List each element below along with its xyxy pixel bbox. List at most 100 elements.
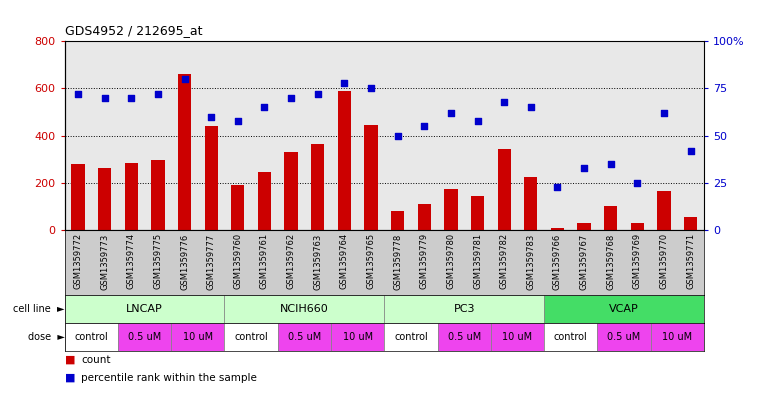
Text: GSM1359775: GSM1359775 <box>154 233 162 289</box>
Text: 0.5 uM: 0.5 uM <box>288 332 321 342</box>
Point <box>471 118 484 124</box>
Bar <box>498 149 511 230</box>
Bar <box>125 163 138 230</box>
Text: 10 uM: 10 uM <box>662 332 693 342</box>
Bar <box>631 223 644 230</box>
Text: control: control <box>234 332 268 342</box>
Text: GSM1359766: GSM1359766 <box>553 233 562 290</box>
Text: GSM1359765: GSM1359765 <box>367 233 375 289</box>
Point <box>98 95 111 101</box>
Point <box>578 165 590 171</box>
Bar <box>311 144 324 230</box>
Text: 0.5 uM: 0.5 uM <box>447 332 481 342</box>
Bar <box>65 295 224 323</box>
Text: NCIH660: NCIH660 <box>280 304 329 314</box>
Text: GSM1359770: GSM1359770 <box>660 233 668 289</box>
Bar <box>544 323 597 351</box>
Text: 0.5 uM: 0.5 uM <box>128 332 161 342</box>
Text: 10 uM: 10 uM <box>502 332 533 342</box>
Text: GSM1359761: GSM1359761 <box>260 233 269 289</box>
Bar <box>604 206 617 230</box>
Bar <box>224 295 384 323</box>
Bar <box>338 91 351 230</box>
Bar <box>224 323 278 351</box>
Text: GSM1359762: GSM1359762 <box>287 233 295 289</box>
Text: control: control <box>75 332 108 342</box>
Bar <box>258 172 271 230</box>
Text: GSM1359763: GSM1359763 <box>314 233 322 290</box>
Point <box>419 123 431 129</box>
Point <box>125 95 137 101</box>
Bar <box>151 160 164 230</box>
Bar <box>278 323 331 351</box>
Point <box>338 80 350 86</box>
Bar <box>65 323 118 351</box>
Text: LNCAP: LNCAP <box>126 304 163 314</box>
Bar <box>438 323 491 351</box>
Text: GSM1359769: GSM1359769 <box>633 233 642 289</box>
Text: GSM1359778: GSM1359778 <box>393 233 402 290</box>
Point <box>231 118 244 124</box>
Text: cell line  ►: cell line ► <box>13 304 65 314</box>
Text: GSM1359768: GSM1359768 <box>607 233 615 290</box>
Text: GSM1359779: GSM1359779 <box>420 233 428 289</box>
Bar <box>471 196 484 230</box>
Bar <box>491 323 544 351</box>
Bar <box>171 323 224 351</box>
Text: GSM1359773: GSM1359773 <box>100 233 109 290</box>
Bar <box>391 211 404 230</box>
Text: GSM1359781: GSM1359781 <box>473 233 482 289</box>
Point <box>285 95 297 101</box>
Point <box>151 91 164 97</box>
Text: GSM1359774: GSM1359774 <box>127 233 135 289</box>
Text: GSM1359783: GSM1359783 <box>527 233 535 290</box>
Bar <box>658 191 670 230</box>
Point <box>551 184 563 190</box>
Text: GSM1359777: GSM1359777 <box>207 233 215 290</box>
Bar <box>331 323 384 351</box>
Point <box>631 180 643 186</box>
Point <box>258 104 271 110</box>
Text: GSM1359760: GSM1359760 <box>234 233 242 289</box>
Bar <box>285 152 298 230</box>
Point <box>391 132 403 139</box>
Bar <box>684 217 697 230</box>
Point <box>604 161 616 167</box>
Point <box>444 110 457 116</box>
Point <box>498 99 510 105</box>
Bar <box>118 323 171 351</box>
Text: dose  ►: dose ► <box>28 332 65 342</box>
Point <box>524 104 537 110</box>
Bar <box>365 125 377 230</box>
Bar <box>544 295 704 323</box>
Text: VCAP: VCAP <box>609 304 639 314</box>
Bar <box>551 228 564 230</box>
Text: count: count <box>81 355 111 365</box>
Point <box>312 91 324 97</box>
Text: GDS4952 / 212695_at: GDS4952 / 212695_at <box>65 24 202 37</box>
Text: GSM1359764: GSM1359764 <box>340 233 349 289</box>
Bar <box>231 185 244 230</box>
Bar <box>205 126 218 230</box>
Text: GSM1359772: GSM1359772 <box>74 233 82 289</box>
Bar <box>98 167 111 230</box>
Point <box>684 148 696 154</box>
Bar <box>444 189 457 230</box>
Point <box>72 91 84 97</box>
Text: GSM1359767: GSM1359767 <box>580 233 588 290</box>
Point <box>658 110 670 116</box>
Text: 10 uM: 10 uM <box>183 332 213 342</box>
Bar <box>178 74 191 230</box>
Bar <box>578 223 591 230</box>
Text: 0.5 uM: 0.5 uM <box>607 332 641 342</box>
Bar <box>524 177 537 230</box>
Bar <box>597 323 651 351</box>
Point <box>205 114 218 120</box>
Bar <box>384 323 438 351</box>
Text: ■: ■ <box>65 373 75 383</box>
Text: GSM1359771: GSM1359771 <box>686 233 695 289</box>
Bar <box>418 204 431 230</box>
Bar <box>72 164 84 230</box>
Bar <box>651 323 704 351</box>
Text: GSM1359780: GSM1359780 <box>447 233 455 289</box>
